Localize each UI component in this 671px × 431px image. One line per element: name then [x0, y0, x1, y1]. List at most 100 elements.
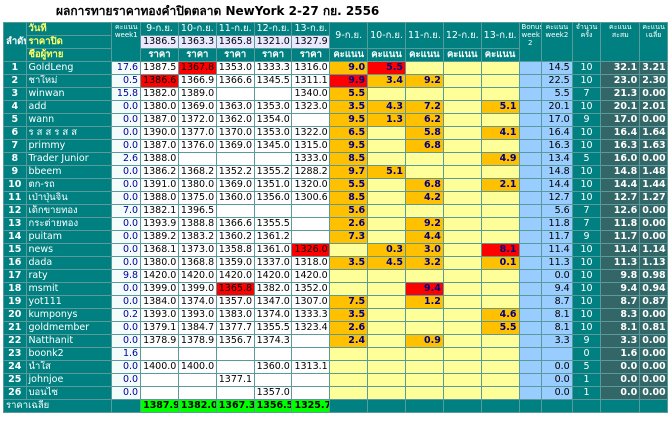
day-score	[329, 243, 369, 257]
day-score: 3.5	[329, 100, 369, 114]
week1-score: 0.0	[111, 386, 142, 400]
player-name: เด็กขายทอง	[25, 204, 113, 218]
bonus	[518, 282, 543, 296]
day-score	[367, 230, 406, 244]
guess-price: 1420.0	[140, 269, 179, 283]
guess-price: 1400.0	[177, 360, 217, 374]
day-score: 9.9	[329, 74, 369, 88]
day-score	[442, 113, 482, 127]
day-score	[367, 204, 406, 218]
player-name: บอนไซ	[25, 386, 113, 400]
rank-header: ลำดับ	[3, 22, 27, 62]
bonus	[518, 74, 543, 88]
guess-price: 1361.2	[253, 230, 293, 244]
day-score	[404, 373, 444, 387]
bonus	[518, 139, 543, 153]
day-score	[442, 360, 482, 374]
guess-price: 1377.0	[177, 126, 217, 140]
cell	[600, 399, 641, 413]
guess-price: 1333.3	[291, 308, 331, 322]
score-date: 11-ก.ย.	[404, 22, 444, 49]
guess-price: 1383.0	[215, 308, 255, 322]
day-score: 7.2	[404, 100, 444, 114]
rank: 5	[3, 113, 27, 127]
day-score	[367, 126, 406, 140]
day-score	[442, 386, 482, 400]
player-name: ตก-รถ	[25, 178, 113, 192]
cell	[442, 399, 482, 413]
day-score	[404, 308, 444, 322]
day-score: 9.0	[329, 61, 369, 75]
bonus	[518, 256, 543, 270]
guess-price: 1367.8	[177, 61, 217, 75]
rank: 12	[3, 204, 27, 218]
player-name: add	[25, 100, 113, 114]
day-score	[480, 113, 520, 127]
average-score: 1.63	[639, 139, 668, 153]
count: 10	[571, 269, 602, 283]
row: 16 dada 0.0 1380.0 1368.8 1359.0 1337.0 1318.0 3…	[3, 256, 668, 270]
day-score	[480, 204, 520, 218]
guess-price: 1390.0	[140, 126, 179, 140]
count: 1	[571, 386, 602, 400]
guess-price	[253, 87, 293, 101]
rank: 17	[3, 269, 27, 283]
total-header: คะแนน สะสม	[600, 22, 641, 62]
bonus-header: Bonus week 2	[518, 22, 543, 62]
guess-price	[253, 152, 293, 166]
row: 13 กระต่ายทอง 0.0 1393.9 1388.8 1366.6 1355.5 2…	[3, 217, 668, 231]
total-score: 12.6	[600, 204, 641, 218]
bonus	[518, 347, 543, 361]
cell	[541, 399, 573, 413]
guess-price: 1374.0	[253, 308, 293, 322]
day-score: 5.8	[404, 126, 444, 140]
day-score	[367, 321, 406, 335]
count: 10	[571, 308, 602, 322]
rank: 24	[3, 360, 27, 374]
day-score	[329, 269, 369, 283]
day-score	[404, 269, 444, 283]
total-score: 1.6	[600, 347, 641, 361]
day-score	[442, 152, 482, 166]
guess-price	[177, 386, 217, 400]
day-score: 4.2	[404, 191, 444, 205]
row: 4 add 0.0 1380.0 1369.0 1363.0 1353.0 1323.0 3.5…	[3, 100, 668, 114]
average-score: 0.00	[639, 217, 668, 231]
guess-price: 1323.4	[291, 321, 331, 335]
total-score: 3.3	[600, 334, 641, 348]
guess-price: 1300.6	[291, 191, 331, 205]
guess-price	[291, 113, 331, 127]
rank: 2	[3, 74, 27, 88]
average-score: 0.00	[639, 347, 668, 361]
count: 10	[571, 100, 602, 114]
day-score	[442, 334, 482, 348]
week1-score: 0.0	[111, 139, 142, 153]
cell	[480, 399, 520, 413]
row: 12 เด็กขายทอง 7.0 1382.1 1396.5 5.6 5.6 7 12.6 0.…	[3, 204, 668, 218]
day-score	[329, 347, 369, 361]
guess-price	[215, 204, 255, 218]
day-score	[404, 347, 444, 361]
week1-score: 2.6	[111, 152, 142, 166]
guess-price: 1399.0	[177, 282, 217, 296]
total-score: 14.8	[600, 165, 641, 179]
week1-score: 17.6	[111, 61, 142, 75]
average-score: 3.21	[639, 61, 668, 75]
week2-score: 14.5	[541, 61, 573, 75]
guess-price: 1388.0	[140, 191, 179, 205]
total-score: 11.8	[600, 217, 641, 231]
day-score	[367, 386, 406, 400]
week1-score: 0.0	[111, 373, 142, 387]
rank: 3	[3, 87, 27, 101]
close-price: 1321.0	[253, 35, 293, 49]
day-score: 5.6	[329, 204, 369, 218]
day-score: 9.7	[329, 165, 369, 179]
average-score: 1.64	[639, 126, 668, 140]
score-header: คะแนน	[442, 48, 482, 62]
bonus	[518, 217, 543, 231]
guess-price: 1377.1	[215, 373, 255, 387]
price-header: ราคา	[215, 48, 255, 62]
day-score	[442, 308, 482, 322]
day-score: 4.5	[367, 256, 406, 270]
